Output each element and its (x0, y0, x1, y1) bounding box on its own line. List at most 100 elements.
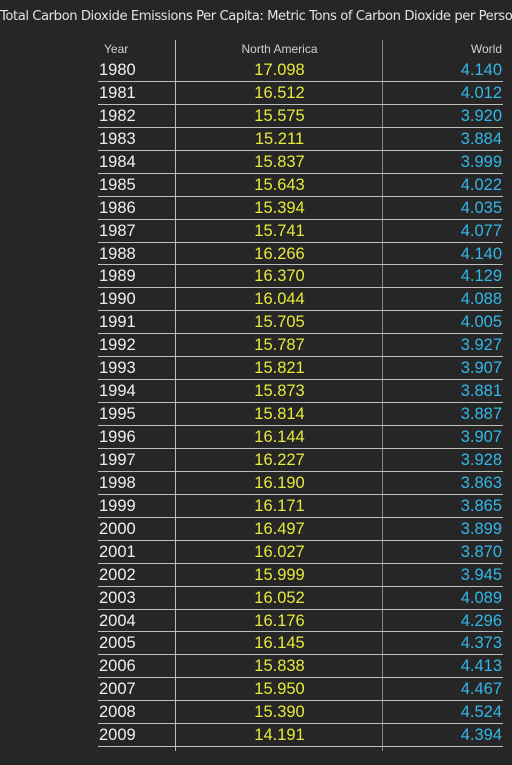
world-cell: 4.373 (460, 634, 502, 653)
world-cell: 3.945 (460, 565, 502, 584)
north-america-cell: 15.837 (254, 152, 305, 171)
north-america-cell: 15.211 (254, 129, 305, 148)
table-row: 2004 16.176 4.296 (98, 610, 503, 633)
table-row: 1993 15.821 3.907 (98, 357, 503, 381)
table-row: 1985 15.643 4.022 (98, 174, 503, 197)
north-america-cell: 16.052 (254, 588, 305, 607)
table-row: 1981 16.512 4.012 (98, 82, 503, 105)
year-cell: 1991 (99, 313, 136, 332)
north-america-cell: 15.814 (254, 405, 305, 424)
north-america-cell: 15.821 (254, 359, 305, 378)
table-header-row: Year North America World (98, 40, 503, 59)
year-cell: 1983 (99, 129, 136, 148)
table-row: 2000 16.497 3.899 (98, 518, 503, 541)
world-cell: 3.865 (460, 496, 502, 515)
world-cell: 3.887 (460, 405, 502, 424)
data-table: Year North America World 1980 17.098 4.140… (98, 40, 503, 751)
table-row: 1990 16.044 4.088 (98, 288, 503, 312)
year-cell: 1992 (99, 336, 136, 355)
year-cell: 2008 (99, 703, 136, 722)
world-cell: 3.927 (460, 336, 502, 355)
north-america-cell: 16.266 (254, 244, 305, 263)
table-row: 1997 16.227 3.928 (98, 449, 503, 472)
table-row: 2003 16.052 4.089 (98, 587, 503, 610)
world-cell: 4.140 (460, 244, 502, 263)
table-row: 1983 15.211 3.884 (98, 128, 503, 151)
year-cell: 1994 (99, 382, 136, 401)
table-row: 1992 15.787 3.927 (98, 334, 503, 358)
north-america-cell: 16.227 (254, 450, 305, 469)
year-cell: 1984 (99, 152, 136, 171)
world-cell: 3.999 (460, 152, 502, 171)
world-cell: 4.035 (460, 198, 502, 217)
table-row: 2002 15.999 3.945 (98, 564, 503, 587)
year-cell: 2000 (99, 519, 136, 538)
world-cell: 4.140 (460, 61, 502, 79)
table-row: 1999 16.171 3.865 (98, 495, 503, 518)
year-cell: 1997 (99, 450, 136, 469)
year-cell: 1995 (99, 405, 136, 424)
column-divider-year (175, 40, 176, 751)
year-cell: 1998 (99, 473, 136, 492)
table-row: 2009 14.191 4.394 (98, 724, 503, 748)
world-cell: 4.129 (460, 267, 502, 286)
north-america-cell: 15.390 (254, 703, 305, 722)
year-cell: 1990 (99, 290, 136, 309)
world-cell: 4.005 (460, 313, 502, 332)
world-cell: 4.467 (460, 680, 502, 699)
north-america-cell: 16.370 (254, 267, 305, 286)
year-cell: 1999 (99, 496, 136, 515)
table-row: 1988 16.266 4.140 (98, 243, 503, 266)
header-world: World (470, 42, 502, 56)
world-cell: 4.088 (460, 290, 502, 309)
north-america-cell: 16.176 (254, 611, 305, 630)
world-cell: 4.413 (460, 657, 502, 676)
year-cell: 2009 (99, 726, 136, 745)
year-cell: 1980 (99, 61, 136, 79)
table-row: 1996 16.144 3.907 (98, 426, 503, 449)
world-cell: 3.884 (460, 129, 502, 148)
table-body: 1980 17.098 4.140 1981 16.512 4.012 1982 15.575… (98, 59, 503, 748)
year-cell: 1993 (99, 359, 136, 378)
year-cell: 2002 (99, 565, 136, 584)
world-cell: 3.928 (460, 450, 502, 469)
year-cell: 2007 (99, 680, 136, 699)
north-america-cell: 15.999 (254, 565, 305, 584)
table-row: 1991 15.705 4.005 (98, 311, 503, 335)
world-cell: 3.907 (460, 428, 502, 446)
table-row: 1982 15.575 3.920 (98, 105, 503, 128)
table-row: 1995 15.814 3.887 (98, 403, 503, 426)
north-america-cell: 15.705 (254, 313, 305, 332)
world-cell: 3.920 (460, 106, 502, 125)
world-cell: 4.296 (460, 611, 502, 630)
table-row: 2001 16.027 3.870 (98, 541, 503, 564)
year-cell: 1987 (99, 221, 136, 240)
north-america-cell: 15.787 (254, 336, 305, 355)
north-america-cell: 16.512 (254, 83, 305, 102)
world-cell: 3.870 (460, 542, 502, 561)
world-cell: 4.077 (460, 221, 502, 240)
table-row: 1998 16.190 3.863 (98, 472, 503, 495)
world-cell: 4.394 (460, 726, 502, 745)
year-cell: 1981 (99, 83, 136, 102)
north-america-cell: 16.190 (254, 473, 305, 492)
north-america-cell: 15.394 (254, 198, 305, 217)
world-cell: 3.907 (460, 359, 502, 378)
table-row: 2005 16.145 4.373 (98, 632, 503, 656)
world-cell: 4.089 (460, 588, 502, 607)
north-america-cell: 16.171 (254, 496, 305, 515)
header-north-america: North America (241, 42, 318, 56)
table-row: 1987 15.741 4.077 (98, 220, 503, 243)
year-cell: 1985 (99, 175, 136, 194)
year-cell: 2006 (99, 657, 136, 676)
table-row: 1986 15.394 4.035 (98, 197, 503, 220)
year-cell: 2001 (99, 542, 136, 561)
world-cell: 4.012 (460, 83, 502, 102)
table-row: 1989 16.370 4.129 (98, 265, 503, 289)
world-cell: 3.863 (460, 473, 502, 492)
north-america-cell: 15.950 (254, 680, 305, 699)
world-cell: 3.899 (460, 519, 502, 538)
north-america-cell: 15.838 (254, 657, 305, 676)
north-america-cell: 15.643 (254, 175, 305, 194)
table-row: 1984 15.837 3.999 (98, 151, 503, 174)
